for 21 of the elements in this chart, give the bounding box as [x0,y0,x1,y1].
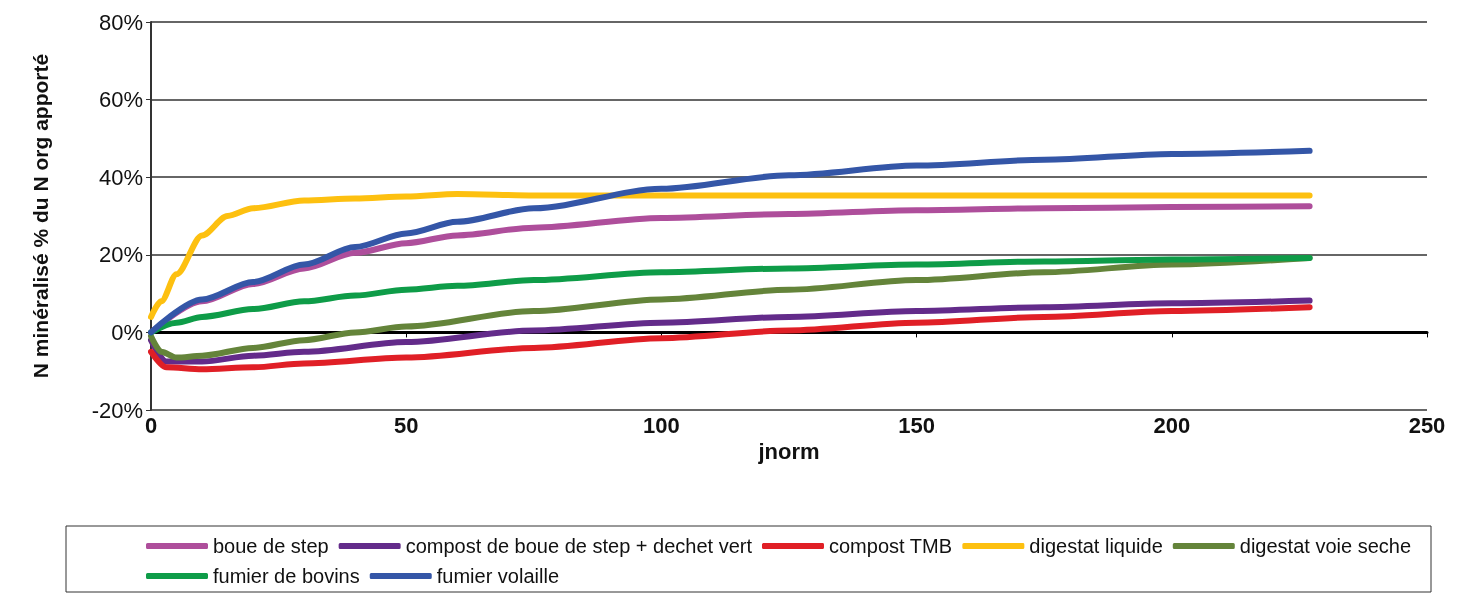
legend-label: digestat liquide [1029,535,1163,557]
legend-label: fumier de bovins [213,565,360,587]
y-tick-label: 80% [98,9,143,35]
x-tick-label: 0 [144,412,158,438]
x-tick-label: 150 [898,412,935,438]
x-tick-label: 100 [643,412,680,438]
x-tick-label: 250 [1408,412,1446,438]
y-axis-title: N minéralisé % du N org apporté [29,53,52,379]
y-tick-label: 0% [111,319,143,345]
x-tick-label: 200 [1153,412,1191,438]
legend-label: boue de step [213,535,329,557]
legend-label: compost de boue de step + dechet vert [405,535,753,557]
y-tick-label: 20% [98,242,143,268]
y-tick-label: -20% [91,397,143,423]
legend-label: compost TMB [828,535,952,557]
x-tick-label: 50 [393,412,419,438]
y-tick-label: 40% [98,164,143,190]
x-axis-title: jnorm [757,439,820,465]
y-tick-label: 60% [98,87,143,113]
legend-label: fumier volaille [436,565,559,587]
legend-label: digestat voie seche [1239,535,1412,557]
